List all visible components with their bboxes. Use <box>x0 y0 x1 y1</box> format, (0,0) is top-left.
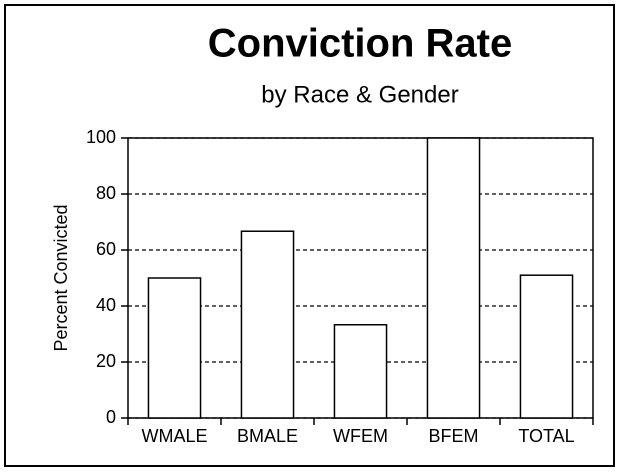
chart-subtitle: by Race & Gender <box>261 81 458 108</box>
y-tick-label: 60 <box>96 239 116 259</box>
x-tick-label: BFEM <box>428 426 478 446</box>
y-tick-label: 0 <box>106 407 116 427</box>
chart-title: Conviction Rate <box>208 22 512 66</box>
x-tick-label: WMALE <box>141 426 207 446</box>
y-tick-label: 20 <box>96 351 116 371</box>
outer-frame <box>4 4 615 467</box>
y-tick-label: 100 <box>86 127 116 147</box>
y-axis-label: Percent Convicted <box>51 204 71 351</box>
y-tick-label: 80 <box>96 183 116 203</box>
bar <box>333 324 388 419</box>
x-tick-label: BMALE <box>237 426 298 446</box>
bar <box>147 277 202 419</box>
x-tick-label: TOTAL <box>518 426 574 446</box>
x-tick-label: WFEM <box>333 426 388 446</box>
bar <box>240 230 295 419</box>
bar <box>426 137 481 419</box>
bar <box>519 274 574 419</box>
y-tick-label: 40 <box>96 295 116 315</box>
